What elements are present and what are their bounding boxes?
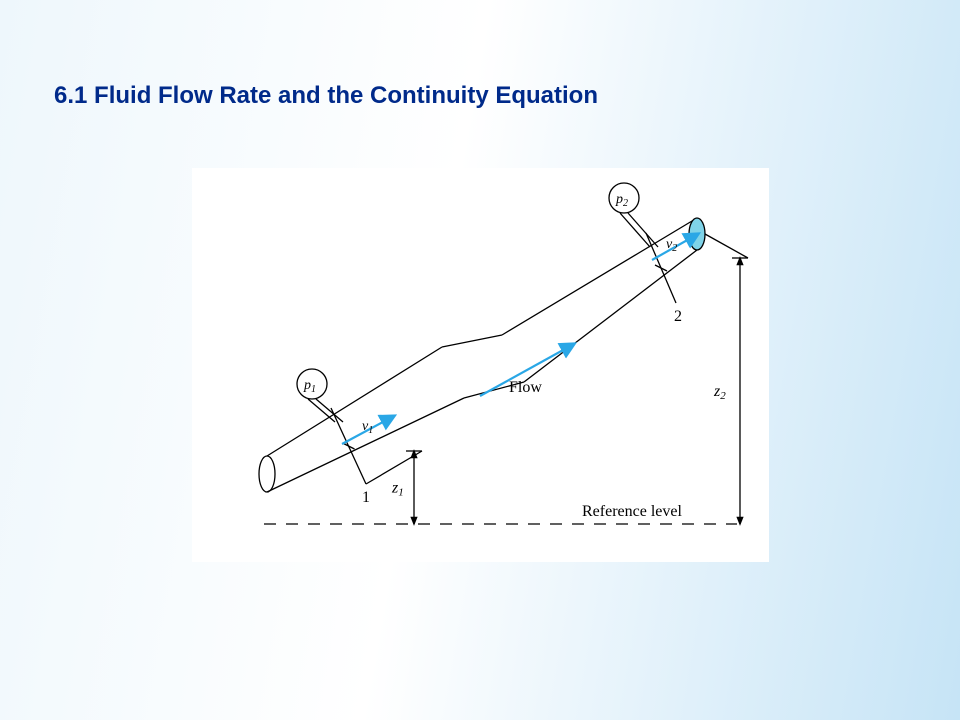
svg-text:z2: z2 bbox=[713, 383, 726, 402]
svg-text:z1: z1 bbox=[391, 480, 404, 499]
slide-title: 6.1 Fluid Flow Rate and the Continuity E… bbox=[54, 82, 598, 110]
svg-text:2: 2 bbox=[674, 308, 682, 325]
svg-text:1: 1 bbox=[362, 489, 370, 506]
v2-label: v2 bbox=[666, 237, 677, 254]
title-text: 6.1 Fluid Flow Rate and the Continuity E… bbox=[54, 82, 598, 109]
reference-level-label: Reference level bbox=[582, 503, 682, 520]
flow-label: Flow bbox=[509, 379, 542, 396]
slide: 6.1 Fluid Flow Rate and the Continuity E… bbox=[0, 0, 960, 720]
figure-layer: 1 2 p1 p2 v1 v2 Flow Reference level z1 z2 bbox=[259, 183, 748, 524]
figure-box: 1 2 p1 p2 v1 v2 Flow Reference level z1 z2 bbox=[192, 168, 769, 562]
v1-label: v1 bbox=[362, 419, 373, 436]
gauge-label: p1 bbox=[303, 378, 316, 395]
gauge-label: p2 bbox=[615, 192, 628, 209]
continuity-diagram: 1 2 p1 p2 v1 v2 Flow Reference level z1 z2 bbox=[192, 168, 769, 562]
